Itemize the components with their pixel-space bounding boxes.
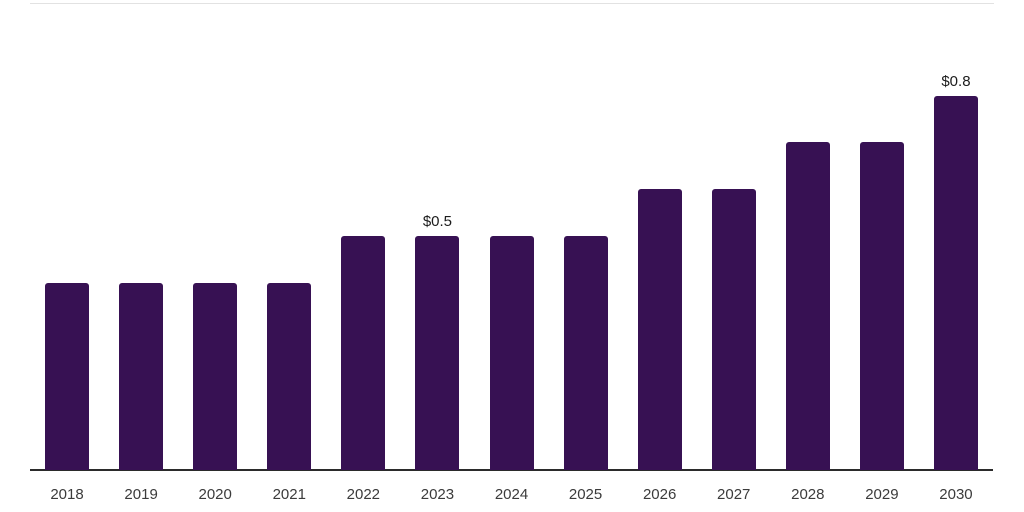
bar-2027 bbox=[711, 189, 756, 470]
data-label-2023: $0.5 bbox=[422, 213, 453, 230]
x-axis-line bbox=[30, 469, 993, 471]
top-divider-line bbox=[30, 3, 994, 4]
x-tick-label-2028: 2028 bbox=[791, 486, 825, 503]
bar-2018 bbox=[45, 282, 90, 470]
bar-2020 bbox=[193, 282, 238, 470]
bar-2028 bbox=[785, 142, 830, 470]
x-tick-label-2019: 2019 bbox=[124, 486, 158, 503]
x-tick-label-2030: 2030 bbox=[939, 486, 973, 503]
bar-2021 bbox=[267, 282, 312, 470]
x-tick-label-2020: 2020 bbox=[198, 486, 232, 503]
bar-2026 bbox=[637, 189, 682, 470]
bar-2024 bbox=[489, 236, 534, 470]
x-tick-label-2027: 2027 bbox=[717, 486, 751, 503]
x-tick-label-2021: 2021 bbox=[272, 486, 306, 503]
x-tick-label-2024: 2024 bbox=[494, 486, 529, 503]
bar-2025 bbox=[563, 236, 608, 470]
x-tick-label-2029: 2029 bbox=[865, 486, 899, 503]
x-tick-label-2018: 2018 bbox=[50, 486, 84, 503]
data-label-2030: $0.8 bbox=[941, 72, 971, 90]
x-tick-label-2026: 2026 bbox=[642, 486, 677, 503]
bar-2022 bbox=[341, 236, 386, 470]
bar-2030 bbox=[933, 95, 978, 470]
x-tick-label-2022: 2022 bbox=[346, 486, 381, 503]
bar-2023 bbox=[415, 236, 460, 470]
bar-2019 bbox=[119, 282, 164, 470]
bar-2029 bbox=[859, 142, 904, 470]
x-tick-label-2023: 2023 bbox=[420, 486, 455, 503]
x-tick-label-2025: 2025 bbox=[568, 486, 603, 503]
